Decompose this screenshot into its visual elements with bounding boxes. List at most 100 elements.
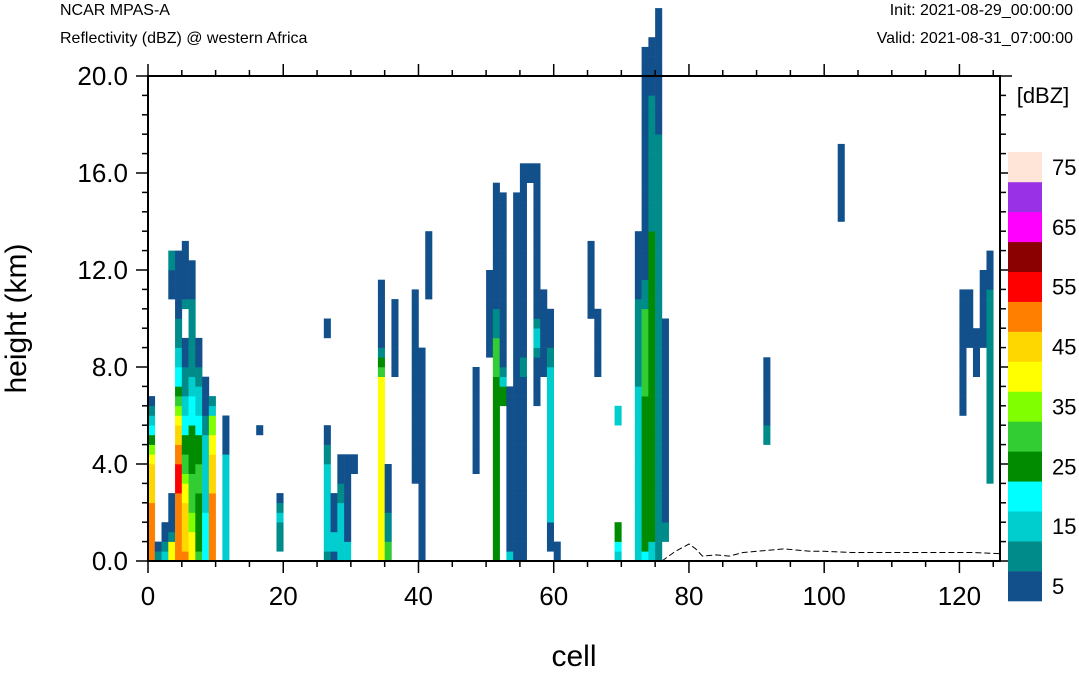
reflectivity-cell xyxy=(384,483,392,494)
reflectivity-cell xyxy=(377,328,385,339)
reflectivity-cell xyxy=(519,279,527,290)
reflectivity-cell xyxy=(418,415,426,426)
reflectivity-cell xyxy=(966,337,974,348)
reflectivity-cell xyxy=(506,502,514,513)
reflectivity-cell xyxy=(641,318,649,329)
reflectivity-cell xyxy=(188,502,196,513)
reflectivity-cell xyxy=(634,260,642,271)
reflectivity-cell xyxy=(614,551,622,562)
reflectivity-cell xyxy=(330,531,338,542)
reflectivity-cell xyxy=(513,328,521,339)
reflectivity-cell xyxy=(641,396,649,407)
reflectivity-cell xyxy=(519,357,527,368)
reflectivity-cell xyxy=(411,444,419,455)
x-tick-label: 60 xyxy=(539,581,568,611)
reflectivity-cell xyxy=(540,289,548,300)
reflectivity-cell xyxy=(763,386,771,397)
reflectivity-cell xyxy=(655,434,663,445)
reflectivity-cell xyxy=(634,308,642,319)
reflectivity-cell xyxy=(837,211,845,222)
reflectivity-cell xyxy=(519,182,527,193)
reflectivity-cell xyxy=(188,512,196,523)
reflectivity-cell xyxy=(202,493,210,504)
reflectivity-cell xyxy=(181,347,189,358)
reflectivity-cell xyxy=(377,308,385,319)
reflectivity-cell xyxy=(492,522,500,533)
reflectivity-cell xyxy=(648,357,656,368)
reflectivity-cell xyxy=(641,531,649,542)
reflectivity-cell xyxy=(377,531,385,542)
reflectivity-cell xyxy=(222,551,230,562)
reflectivity-cell xyxy=(222,502,230,513)
reflectivity-cell xyxy=(661,425,669,436)
reflectivity-cell xyxy=(763,405,771,416)
reflectivity-cell xyxy=(208,502,216,513)
reflectivity-cell xyxy=(195,464,203,474)
reflectivity-cell xyxy=(519,299,527,310)
reflectivity-cell xyxy=(546,318,555,329)
reflectivity-cell xyxy=(175,541,183,552)
reflectivity-cell xyxy=(175,415,183,426)
reflectivity-cell xyxy=(553,551,561,562)
reflectivity-cell xyxy=(208,396,216,407)
reflectivity-cell xyxy=(641,454,649,465)
reflectivity-cell xyxy=(634,454,642,465)
reflectivity-cell xyxy=(648,105,656,116)
reflectivity-cell xyxy=(181,337,189,348)
reflectivity-cell xyxy=(276,522,284,533)
reflectivity-cell xyxy=(986,376,994,387)
reflectivity-cell xyxy=(418,434,426,445)
reflectivity-cell xyxy=(641,367,649,377)
reflectivity-cell xyxy=(195,502,203,513)
reflectivity-cell xyxy=(411,454,419,465)
reflectivity-cell xyxy=(506,522,514,533)
reflectivity-cell xyxy=(634,425,642,436)
reflectivity-cell xyxy=(519,192,527,203)
reflectivity-cell xyxy=(614,405,622,416)
reflectivity-cell xyxy=(168,279,176,290)
reflectivity-cell xyxy=(181,299,189,310)
reflectivity-cell xyxy=(648,95,656,106)
reflectivity-cell xyxy=(655,56,663,67)
reflectivity-cell xyxy=(519,531,527,542)
x-tick-label: 100 xyxy=(802,581,845,611)
reflectivity-cell xyxy=(519,328,527,339)
reflectivity-cell xyxy=(594,367,602,377)
reflectivity-cell xyxy=(276,512,284,523)
reflectivity-cell xyxy=(513,464,521,474)
reflectivity-cell xyxy=(533,376,541,387)
reflectivity-cell xyxy=(499,202,507,213)
reflectivity-cell xyxy=(655,512,663,523)
reflectivity-cell xyxy=(418,512,426,523)
x-tick-label: 120 xyxy=(938,581,981,611)
reflectivity-cell xyxy=(546,405,555,416)
reflectivity-cell xyxy=(519,270,527,280)
reflectivity-cell xyxy=(763,367,771,377)
reflectivity-cell xyxy=(492,415,500,426)
reflectivity-cell xyxy=(486,308,494,319)
reflectivity-cell xyxy=(519,454,527,465)
colorbar-tick-label: 55 xyxy=(1052,275,1076,300)
reflectivity-cell xyxy=(168,260,176,271)
reflectivity-cell xyxy=(168,512,176,523)
reflectivity-cell xyxy=(634,250,642,261)
reflectivity-cell xyxy=(533,386,541,397)
reflectivity-cell xyxy=(425,231,433,242)
reflectivity-cell xyxy=(492,347,500,358)
reflectivity-cell xyxy=(546,522,555,533)
reflectivity-cell xyxy=(377,347,385,358)
reflectivity-cell xyxy=(208,473,216,484)
reflectivity-cell xyxy=(634,512,642,523)
reflectivity-cell xyxy=(986,425,994,436)
reflectivity-cell xyxy=(181,367,189,377)
reflectivity-cell xyxy=(499,270,507,280)
colorbar-swatch xyxy=(1008,211,1042,243)
reflectivity-cell xyxy=(181,454,189,465)
reflectivity-cell xyxy=(418,386,426,397)
reflectivity-cell xyxy=(986,347,994,358)
reflectivity-cell xyxy=(655,114,663,125)
reflectivity-cell xyxy=(181,434,189,445)
reflectivity-cell xyxy=(411,464,419,474)
reflectivity-cell xyxy=(492,425,500,436)
reflectivity-cell xyxy=(661,493,669,504)
